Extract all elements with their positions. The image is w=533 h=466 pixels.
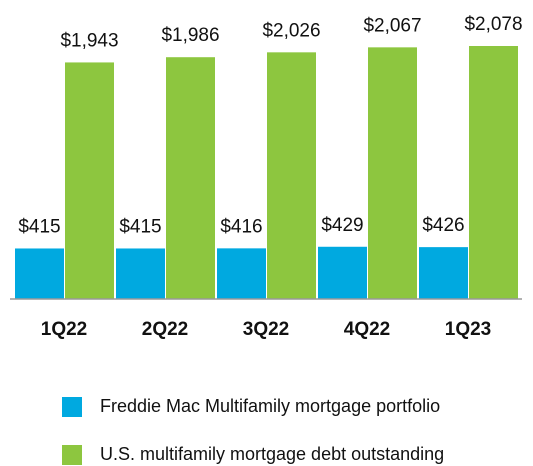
x-tick-label: 2Q22 xyxy=(142,319,188,340)
bar xyxy=(469,46,518,299)
value-label: $416 xyxy=(220,216,262,237)
x-tick-label: 1Q22 xyxy=(41,319,87,340)
legend-label: Freddie Mac Multifamily mortgage portfol… xyxy=(100,396,440,416)
legend-label: U.S. multifamily mortgage debt outstandi… xyxy=(100,444,444,464)
legend-swatch xyxy=(62,445,82,465)
value-label: $1,943 xyxy=(60,30,118,51)
value-label: $426 xyxy=(422,215,464,236)
value-label: $2,078 xyxy=(464,14,522,35)
value-label: $1,986 xyxy=(161,25,219,46)
x-tick-label: 3Q22 xyxy=(243,319,289,340)
bar xyxy=(15,248,64,299)
bar xyxy=(116,248,165,299)
bar xyxy=(166,57,215,299)
bar xyxy=(217,248,266,299)
value-label: $2,067 xyxy=(363,15,421,36)
x-tick-label: 4Q22 xyxy=(344,319,390,340)
bar xyxy=(267,52,316,300)
bar xyxy=(318,246,367,299)
value-label: $2,026 xyxy=(262,20,320,41)
value-label: $415 xyxy=(119,216,161,237)
x-tick-label: 1Q23 xyxy=(445,319,491,340)
value-label: $415 xyxy=(18,216,60,237)
bar xyxy=(419,247,468,299)
value-label: $429 xyxy=(321,215,363,236)
bar xyxy=(65,62,114,299)
legend-swatch xyxy=(62,397,82,417)
bar xyxy=(368,47,417,300)
